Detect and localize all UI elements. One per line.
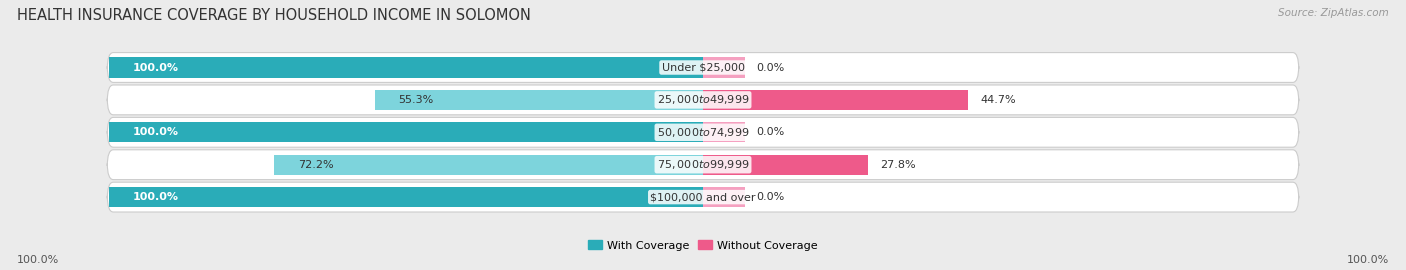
FancyBboxPatch shape (107, 150, 1299, 180)
Bar (703, 90, 969, 110)
Bar (274, 155, 703, 175)
Text: 55.3%: 55.3% (398, 95, 433, 105)
FancyBboxPatch shape (107, 182, 1299, 212)
Text: Under $25,000: Under $25,000 (661, 62, 745, 73)
Text: 44.7%: 44.7% (980, 95, 1017, 105)
Text: 100.0%: 100.0% (132, 192, 179, 202)
Text: $75,000 to $99,999: $75,000 to $99,999 (657, 158, 749, 171)
Bar (374, 90, 703, 110)
Text: 100.0%: 100.0% (132, 127, 179, 137)
Bar (703, 187, 745, 207)
Text: $100,000 and over: $100,000 and over (650, 192, 756, 202)
Text: $50,000 to $74,999: $50,000 to $74,999 (657, 126, 749, 139)
Bar (703, 122, 745, 142)
FancyBboxPatch shape (107, 117, 1299, 147)
Bar (110, 122, 703, 142)
Bar (703, 58, 745, 77)
Text: 100.0%: 100.0% (1347, 255, 1389, 265)
Text: 100.0%: 100.0% (132, 62, 179, 73)
Bar (110, 187, 703, 207)
Legend: With Coverage, Without Coverage: With Coverage, Without Coverage (583, 236, 823, 255)
Text: 27.8%: 27.8% (880, 160, 915, 170)
Text: 0.0%: 0.0% (756, 192, 785, 202)
Text: 0.0%: 0.0% (756, 127, 785, 137)
Text: Source: ZipAtlas.com: Source: ZipAtlas.com (1278, 8, 1389, 18)
FancyBboxPatch shape (107, 53, 1299, 82)
Text: 0.0%: 0.0% (756, 62, 785, 73)
Bar (110, 58, 703, 77)
Text: HEALTH INSURANCE COVERAGE BY HOUSEHOLD INCOME IN SOLOMON: HEALTH INSURANCE COVERAGE BY HOUSEHOLD I… (17, 8, 530, 23)
FancyBboxPatch shape (107, 85, 1299, 115)
Bar (703, 155, 868, 175)
Text: 100.0%: 100.0% (17, 255, 59, 265)
Text: 72.2%: 72.2% (298, 160, 333, 170)
Text: $25,000 to $49,999: $25,000 to $49,999 (657, 93, 749, 106)
